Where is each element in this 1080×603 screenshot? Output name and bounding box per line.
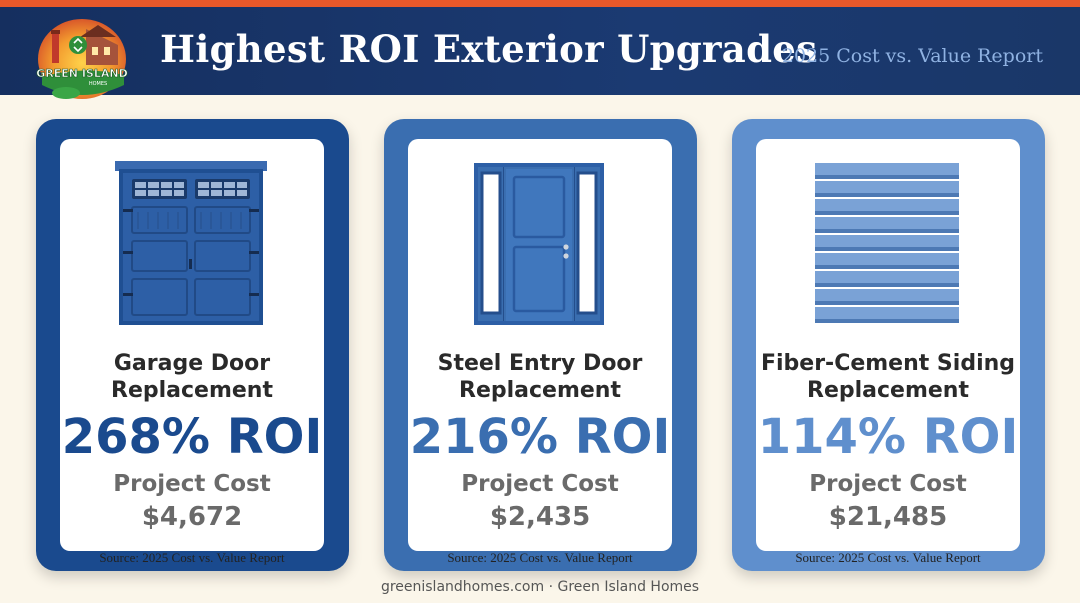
upgrade-name-line1: Steel Entry Door <box>437 351 643 376</box>
project-cost-value: $2,435 <box>489 502 591 532</box>
project-cost-value: $21,485 <box>828 502 948 532</box>
upgrade-name: Garage Door Replacement <box>60 350 324 404</box>
project-cost-label: Project Cost <box>461 471 619 497</box>
garage-door-icon <box>115 161 267 325</box>
upgrade-card-steel-entry-door: Steel Entry Door Replacement 216% ROI Pr… <box>384 119 697 571</box>
upgrade-name-line2: Replacement <box>111 378 273 403</box>
header-bar: GREEN ISLAND HOMES Highest ROI Exterior … <box>0 7 1080 99</box>
card-content: Garage Door Replacement 268% ROI Project… <box>60 139 324 565</box>
logo-text-line2: HOMES <box>89 81 107 87</box>
upgrade-name-line1: Garage Door <box>113 351 271 376</box>
steel-entry-door-icon <box>474 163 604 325</box>
accent-stripe <box>0 0 1080 7</box>
source-note: Source: 2025 Cost vs. Value Report <box>99 550 285 565</box>
upgrade-card-garage-door: Garage Door Replacement 268% ROI Project… <box>36 119 349 571</box>
roi-value: 216% ROI <box>409 409 671 465</box>
source-note: Source: 2025 Cost vs. Value Report <box>795 550 981 565</box>
footer-credit: greenislandhomes.com · Green Island Home… <box>380 579 700 595</box>
upgrade-name-line2: Replacement <box>459 378 621 403</box>
siding-panel-icon <box>815 163 959 323</box>
project-cost-label: Project Cost <box>809 471 967 497</box>
upgrade-card-fiber-cement-siding: Fiber-Cement Siding Replacement 114% ROI… <box>732 119 1045 571</box>
card-content: Steel Entry Door Replacement 216% ROI Pr… <box>408 139 672 565</box>
page-subtitle: 2025 Cost vs. Value Report <box>781 45 1043 67</box>
upgrade-name-line2: Replacement <box>807 378 969 403</box>
source-note: Source: 2025 Cost vs. Value Report <box>447 550 633 565</box>
roi-value: 268% ROI <box>61 409 323 465</box>
roi-value: 114% ROI <box>757 409 1019 465</box>
page-title: Highest ROI Exterior Upgrades <box>160 27 818 71</box>
upgrade-name-line1: Fiber-Cement Siding <box>760 351 1016 376</box>
upgrade-name: Steel Entry Door Replacement <box>408 350 672 404</box>
project-cost-value: $4,672 <box>141 502 243 532</box>
card-content: Fiber-Cement Siding Replacement 114% ROI… <box>756 139 1020 565</box>
company-logo: GREEN ISLAND HOMES <box>36 19 128 99</box>
upgrade-name: Fiber-Cement Siding Replacement <box>756 350 1020 404</box>
project-cost-label: Project Cost <box>113 471 271 497</box>
logo-text-line1: GREEN ISLAND <box>36 67 127 80</box>
